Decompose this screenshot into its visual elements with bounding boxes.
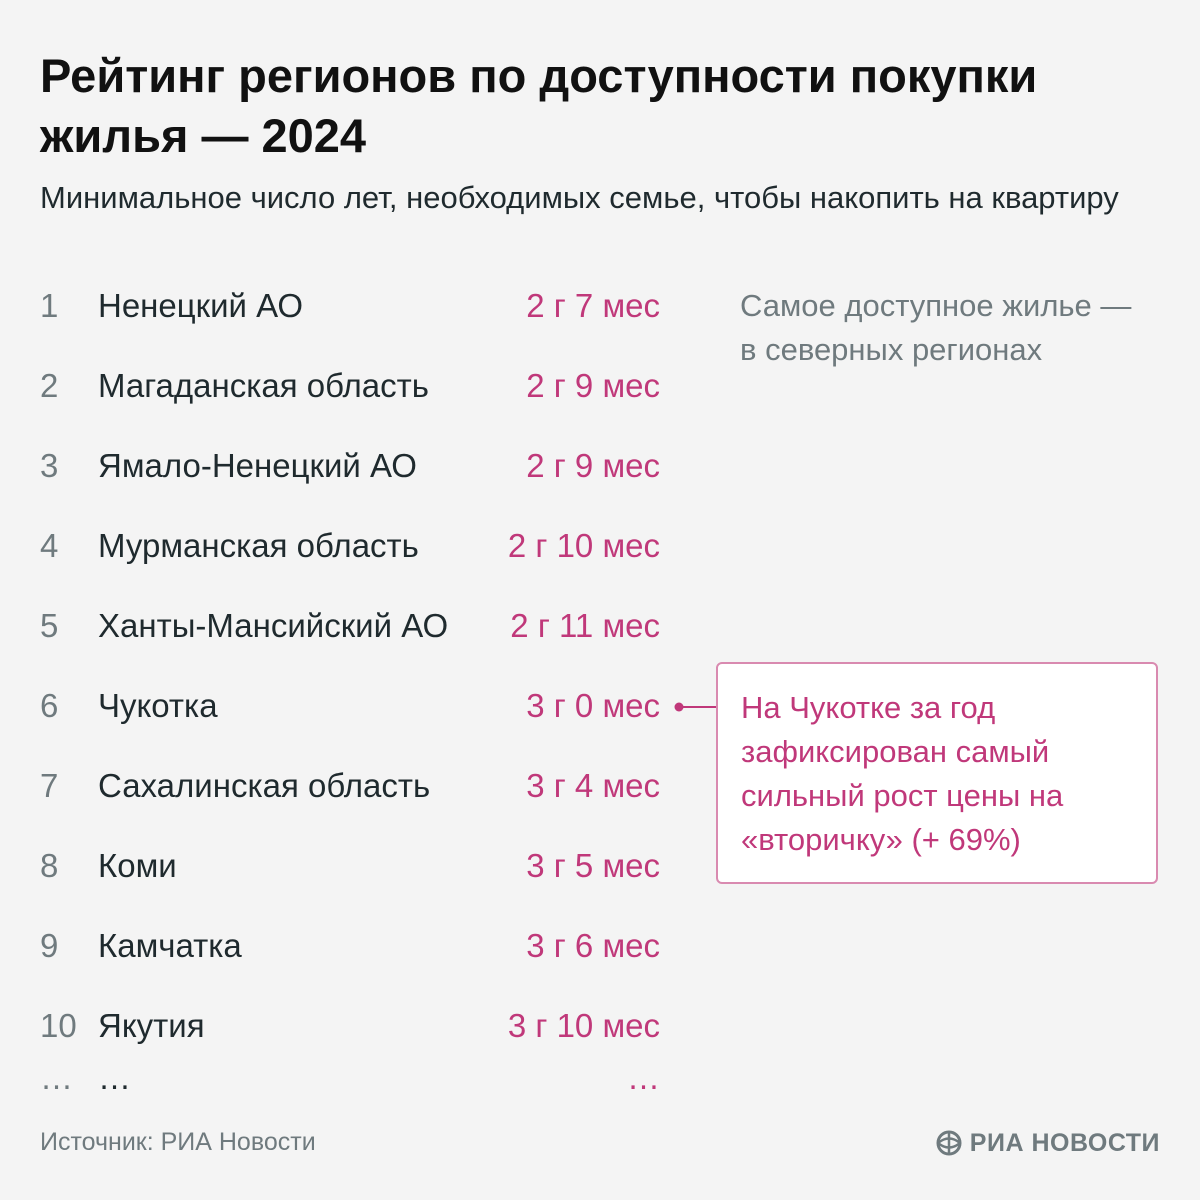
annotation-northern-regions: Самое доступное жилье — в северных регио…	[740, 288, 1132, 367]
table-ellipsis-row: … … …	[0, 1056, 680, 1100]
callout-chukotka: На Чукотке за год зафиксирован самый сил…	[716, 662, 1158, 884]
rank-number: 8	[40, 847, 59, 884]
region-name: Ямало-Ненецкий АО	[98, 447, 417, 484]
table-row: 6 Чукотка 3 г 0 мес	[0, 684, 680, 728]
table-row: 2 Магаданская область 2 г 9 мес	[0, 364, 680, 408]
years-to-save-value: 3 г 6 мес	[526, 927, 660, 964]
rank-number: 6	[40, 687, 59, 724]
rank-number: 4	[40, 527, 59, 564]
ria-logo: РИА НОВОСТИ	[936, 1127, 1160, 1159]
table-row: 7 Сахалинская область 3 г 4 мес	[0, 764, 680, 808]
years-to-save-value: 3 г 0 мес	[526, 687, 660, 724]
ria-globe-icon	[936, 1130, 962, 1156]
region-name: Мурманская область	[98, 527, 419, 564]
table-row: 4 Мурманская область 2 г 10 мес	[0, 524, 680, 568]
years-to-save-value: 3 г 5 мес	[526, 847, 660, 884]
rank-number: 2	[40, 367, 59, 404]
page-title: Рейтинг регионов по доступности покупки …	[40, 49, 1038, 162]
years-to-save-value: 2 г 9 мес	[526, 447, 660, 484]
region-name: Сахалинская область	[98, 767, 431, 804]
table-row: 5 Ханты-Мансийский АО 2 г 11 мес	[0, 604, 680, 648]
years-to-save-value: 2 г 7 мес	[526, 287, 660, 324]
region-name: Коми	[98, 847, 177, 884]
ellipsis-region: …	[98, 1059, 131, 1096]
years-to-save-value: 3 г 4 мес	[526, 767, 660, 804]
years-to-save-value: 3 г 10 мес	[507, 1007, 660, 1044]
rank-number: 5	[40, 607, 59, 644]
source-note: Источник: РИА Новости	[40, 1128, 316, 1156]
rank-number: 10	[40, 1007, 77, 1044]
table-row: 1 Ненецкий АО 2 г 7 мес	[0, 284, 680, 328]
ellipsis-value: …	[627, 1059, 660, 1096]
rank-number: 9	[40, 927, 59, 964]
years-to-save-value: 2 г 11 мес	[510, 607, 660, 644]
region-name: Камчатка	[98, 927, 242, 964]
region-name: Чукотка	[98, 687, 218, 724]
page-subtitle: Минимальное число лет, необходимых семье…	[40, 180, 1119, 215]
logo-text: РИА НОВОСТИ	[969, 1128, 1160, 1157]
table-row: 8 Коми 3 г 5 мес	[0, 844, 680, 888]
callout-connector	[674, 702, 723, 712]
years-to-save-value: 2 г 10 мес	[507, 527, 660, 564]
region-name: Ханты-Мансийский АО	[98, 607, 449, 644]
table-row: 9 Камчатка 3 г 6 мес	[0, 924, 680, 968]
rank-number: 7	[40, 767, 59, 804]
table-row: 3 Ямало-Ненецкий АО 2 г 9 мес	[0, 444, 680, 488]
region-name: Якутия	[98, 1007, 205, 1044]
rank-number: 3	[40, 447, 59, 484]
rank-number: 1	[40, 287, 59, 324]
years-to-save-value: 2 г 9 мес	[526, 367, 660, 404]
region-name: Магаданская область	[98, 367, 429, 404]
region-name: Ненецкий АО	[98, 287, 304, 324]
table-row: 10 Якутия 3 г 10 мес	[0, 1004, 680, 1048]
ellipsis-rank: …	[40, 1059, 73, 1096]
